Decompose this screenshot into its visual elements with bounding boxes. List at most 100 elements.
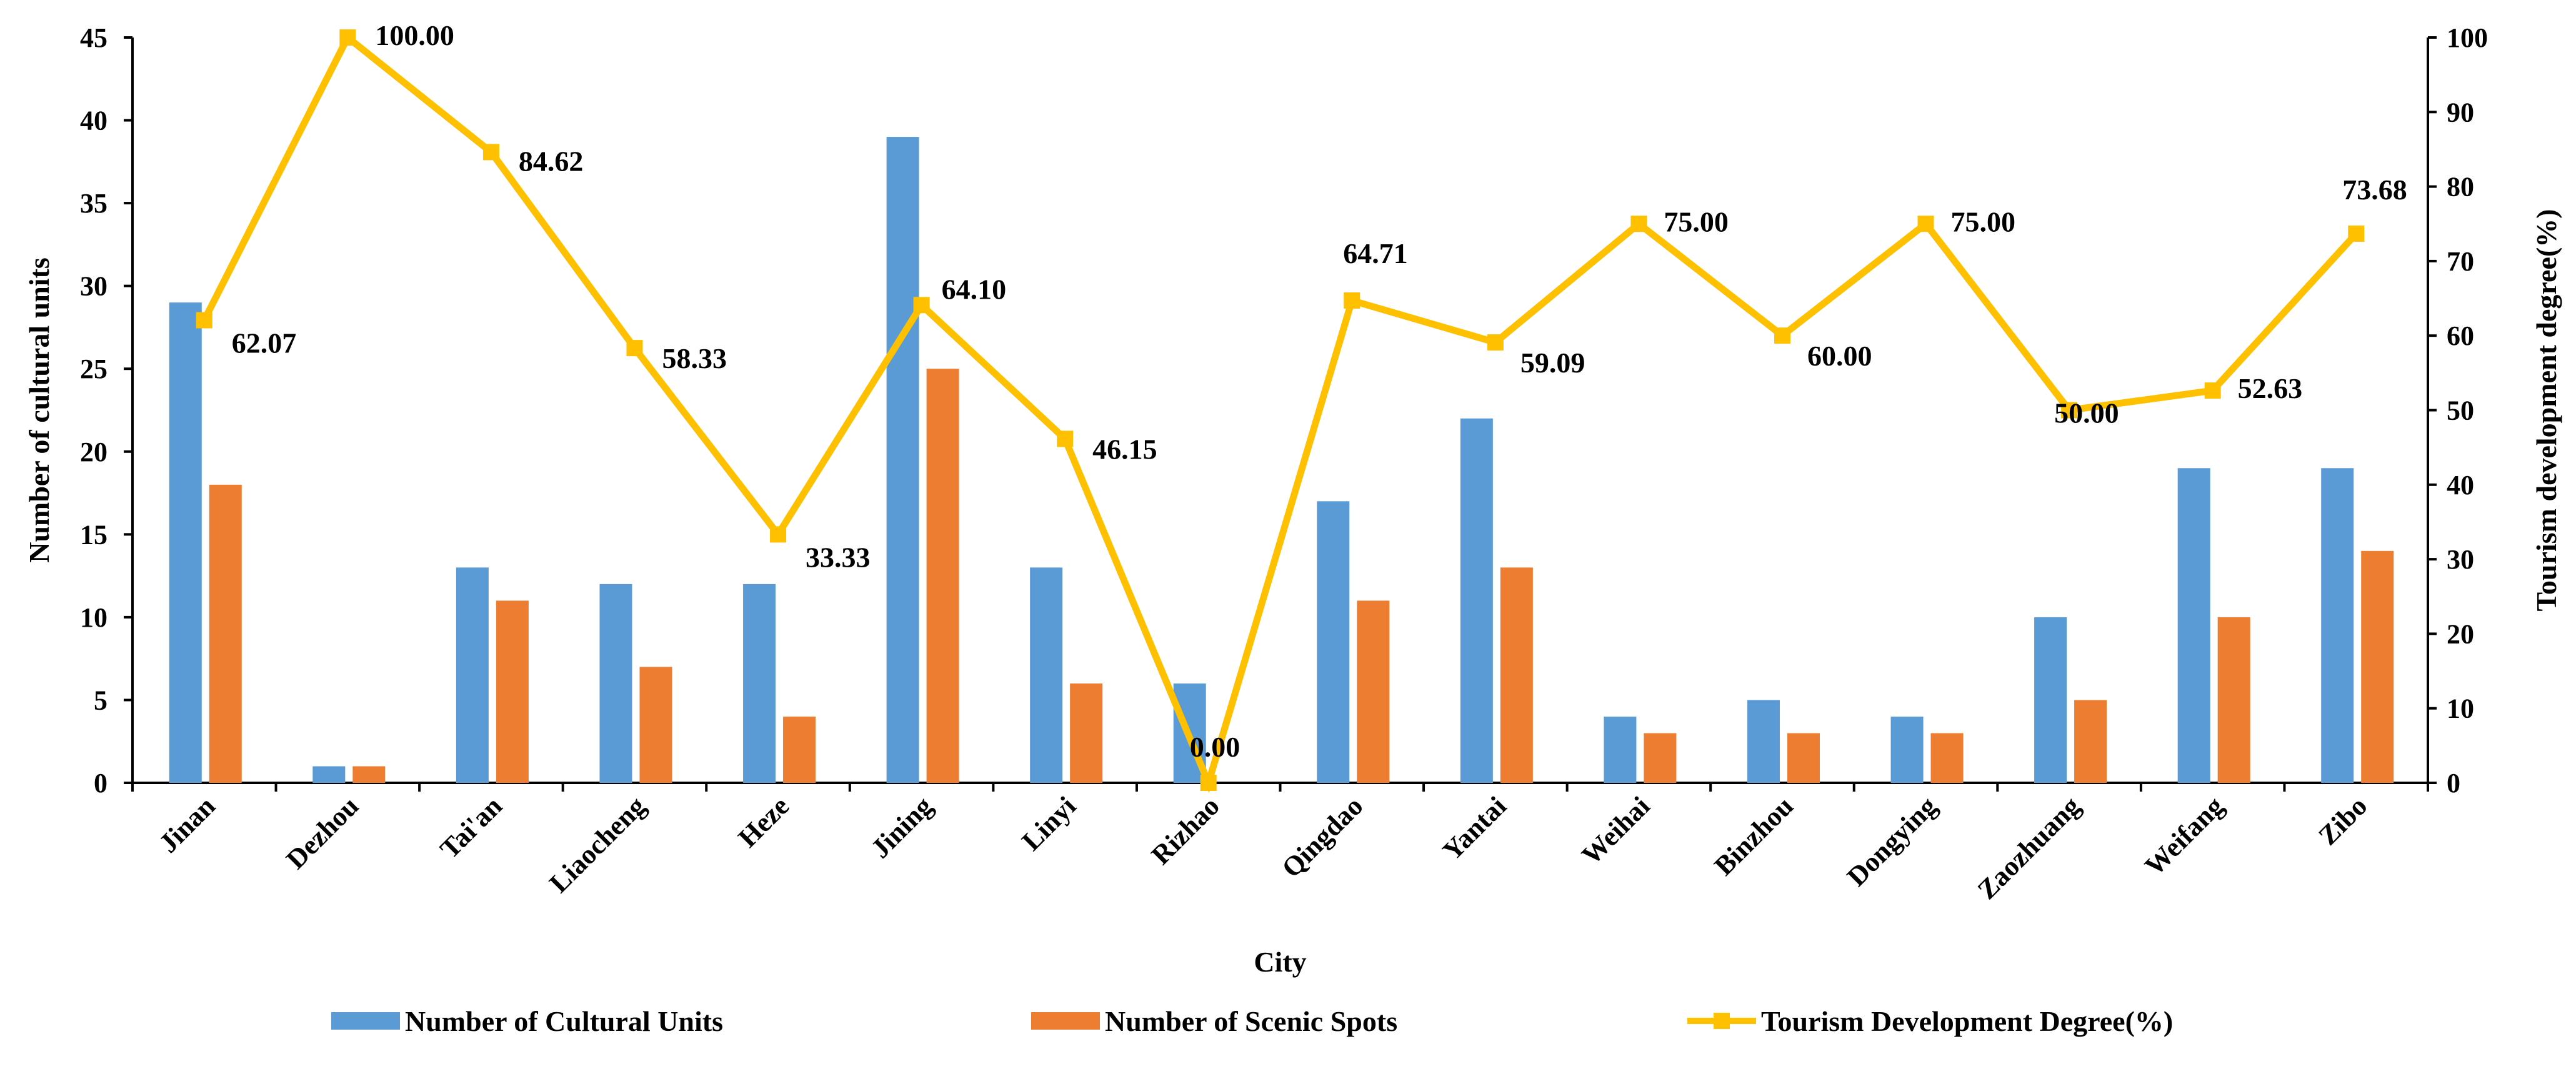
tourism-degree-data-label: 58.33	[662, 342, 727, 374]
bar-cultural-units	[2034, 617, 2067, 783]
legend-swatch	[1031, 1012, 1100, 1030]
tourism-degree-marker	[1774, 327, 1790, 344]
tourism-degree-marker	[1630, 216, 1647, 232]
bar-scenic-spots	[496, 600, 529, 783]
x-tick-label: Zaozhuang	[1972, 790, 2086, 905]
bar-cultural-units	[886, 137, 919, 783]
tourism-degree-marker	[2061, 402, 2078, 419]
bar-cultural-units	[743, 584, 776, 783]
tourism-degree-data-label: 75.00	[1951, 206, 2016, 237]
bar-cultural-units	[1030, 567, 1063, 783]
bar-cultural-units	[2177, 468, 2210, 783]
y-right-tick-label: 40	[2447, 470, 2474, 500]
tourism-degree-marker	[482, 144, 499, 161]
tourism-degree-marker	[1057, 430, 1074, 447]
bar-scenic-spots	[783, 716, 816, 783]
bar-cultural-units	[1460, 418, 1493, 783]
y-right-tick-label: 90	[2447, 97, 2474, 127]
tourism-degree-marker	[913, 297, 930, 314]
y-right-tick-label: 50	[2447, 395, 2474, 426]
y-right-tick-label: 70	[2447, 246, 2474, 277]
tourism-degree-data-label: 62.07	[232, 327, 297, 359]
bar-scenic-spots	[1644, 733, 1677, 783]
labels-layer: 62.07 100.00 84.62 58.33 33.33 64.10 46.15 0.00…	[232, 19, 2407, 763]
x-axis-title: City	[1254, 946, 1306, 978]
y-right-tick-label: 20	[2447, 619, 2474, 649]
bar-scenic-spots	[352, 766, 386, 783]
x-tick-label: Linyi	[1016, 790, 1082, 857]
tourism-degree-marker	[1917, 216, 1934, 232]
bar-scenic-spots	[2074, 700, 2107, 783]
x-tick-label: Jinan	[153, 790, 221, 858]
tourism-degree-data-label: 33.33	[806, 541, 871, 573]
y-left-tick-label: 10	[80, 602, 107, 633]
legend-marker-swatch	[1714, 1013, 1730, 1029]
y-right-tick-label: 0	[2447, 768, 2460, 798]
bar-scenic-spots	[926, 369, 959, 783]
y-left-tick-label: 15	[80, 519, 107, 550]
bar-scenic-spots	[1500, 567, 1533, 783]
legend-layer: Number of Cultural Units Number of Scenic…	[331, 1005, 2173, 1037]
y-left-tick-label: 35	[80, 188, 107, 219]
bar-scenic-spots	[1070, 683, 1103, 783]
y-left-tick-label: 30	[80, 271, 107, 302]
bar-scenic-spots	[1357, 600, 1390, 783]
tourism-degree-data-label: 59.09	[1520, 347, 1585, 379]
bar-cultural-units	[456, 567, 489, 783]
x-tick-label: Rizhao	[1146, 790, 1226, 870]
tourism-degree-data-label: 50.00	[2054, 397, 2119, 429]
bar-cultural-units	[169, 302, 202, 783]
tourism-degree-data-label: 84.62	[519, 145, 584, 177]
bars-layer	[169, 137, 2394, 783]
tourism-degree-marker	[2204, 382, 2221, 399]
tourism-degree-marker	[1200, 775, 1217, 791]
bar-cultural-units	[2321, 468, 2354, 783]
bar-cultural-units	[599, 584, 632, 783]
legend-swatch	[331, 1012, 400, 1030]
bar-cultural-units	[1317, 501, 1350, 783]
tourism-degree-data-label: 60.00	[1807, 340, 1872, 372]
tourism-degree-data-label: 64.71	[1343, 237, 1408, 269]
bar-cultural-units	[1747, 700, 1780, 783]
y-right-tick-label: 80	[2447, 172, 2474, 202]
x-tick-label: Binzhou	[1709, 790, 1799, 881]
tourism-degree-data-label: 75.00	[1664, 206, 1729, 237]
tourism-degree-data-label: 73.68	[2342, 174, 2407, 206]
y-left-tick-label: 40	[80, 106, 107, 136]
tourism-degree-marker	[1344, 292, 1360, 309]
tourism-degree-data-label: 46.15	[1092, 433, 1157, 465]
legend-label: Number of Cultural Units	[405, 1005, 723, 1037]
y-right-tick-label: 60	[2447, 321, 2474, 351]
x-tick-label: Weifang	[2139, 790, 2229, 881]
bar-scenic-spots	[639, 667, 672, 783]
x-tick-label: Jining	[865, 790, 939, 864]
x-tick-label: Dezhou	[281, 790, 365, 875]
bar-cultural-units	[1604, 716, 1637, 783]
tourism-degree-data-label: 52.63	[2238, 372, 2303, 404]
bar-cultural-units	[312, 766, 346, 783]
tourism-degree-marker	[1487, 334, 1504, 351]
y-left-tick-label: 5	[94, 685, 107, 715]
y-left-tick-label: 45	[80, 22, 107, 53]
bar-scenic-spots	[1930, 733, 1964, 783]
x-tick-label: Dongying	[1841, 790, 1943, 892]
tourism-degree-marker	[196, 312, 212, 329]
y-axis-left-title: Number of cultural units	[23, 257, 55, 563]
x-tick-label: Liaocheng	[544, 790, 652, 898]
y-left-tick-label: 0	[94, 768, 107, 798]
tourism-degree-data-label: 100.00	[375, 19, 454, 51]
tourism-degree-marker	[626, 340, 643, 357]
y-right-tick-label: 30	[2447, 544, 2474, 575]
y-left-tick-label: 25	[80, 354, 107, 384]
y-right-tick-label: 10	[2447, 694, 2474, 724]
x-tick-label: Yantai	[1437, 790, 1512, 866]
legend-label: Number of Scenic Spots	[1105, 1005, 1397, 1037]
y-right-tick-label: 100	[2447, 22, 2488, 53]
tourism-degree-line	[201, 32, 2359, 793]
tourism-degree-marker	[770, 526, 787, 543]
x-tick-label: Tai'an	[434, 790, 508, 864]
y-left-tick-label: 20	[80, 437, 107, 467]
bar-scenic-spots	[1787, 733, 1820, 783]
